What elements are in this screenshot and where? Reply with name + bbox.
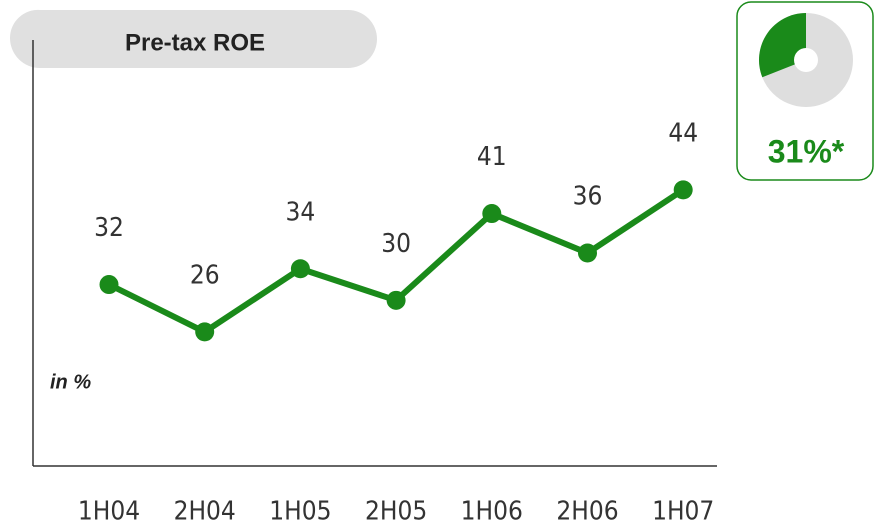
x-tick-label: 2H05 bbox=[365, 497, 427, 527]
point bbox=[578, 243, 597, 263]
x-tick-label: 1H05 bbox=[269, 497, 331, 527]
x-tick-label: 1H07 bbox=[652, 497, 714, 527]
title-pill bbox=[9, 9, 377, 68]
point bbox=[99, 275, 119, 295]
x-tick-label: 2H04 bbox=[174, 497, 236, 527]
point bbox=[482, 204, 502, 224]
unit-label: in % bbox=[50, 371, 91, 393]
badge-pie-hole bbox=[794, 48, 818, 72]
point bbox=[290, 259, 310, 279]
data-label: 34 bbox=[286, 197, 316, 227]
point bbox=[195, 322, 215, 342]
x-tick-label: 1H04 bbox=[78, 497, 140, 527]
point bbox=[673, 180, 693, 200]
x-tick-label: 2H06 bbox=[556, 497, 618, 527]
x-tick-label: 1H06 bbox=[461, 497, 523, 527]
chart-title: Pre-tax ROE bbox=[125, 29, 265, 56]
data-label: 30 bbox=[381, 229, 411, 259]
point bbox=[386, 290, 406, 310]
badge-label: 31%* bbox=[768, 133, 845, 169]
data-label: 44 bbox=[668, 118, 698, 148]
data-label: 26 bbox=[190, 260, 220, 290]
data-label: 36 bbox=[573, 182, 603, 212]
data-label: 41 bbox=[477, 142, 507, 172]
data-label: 32 bbox=[94, 213, 124, 243]
